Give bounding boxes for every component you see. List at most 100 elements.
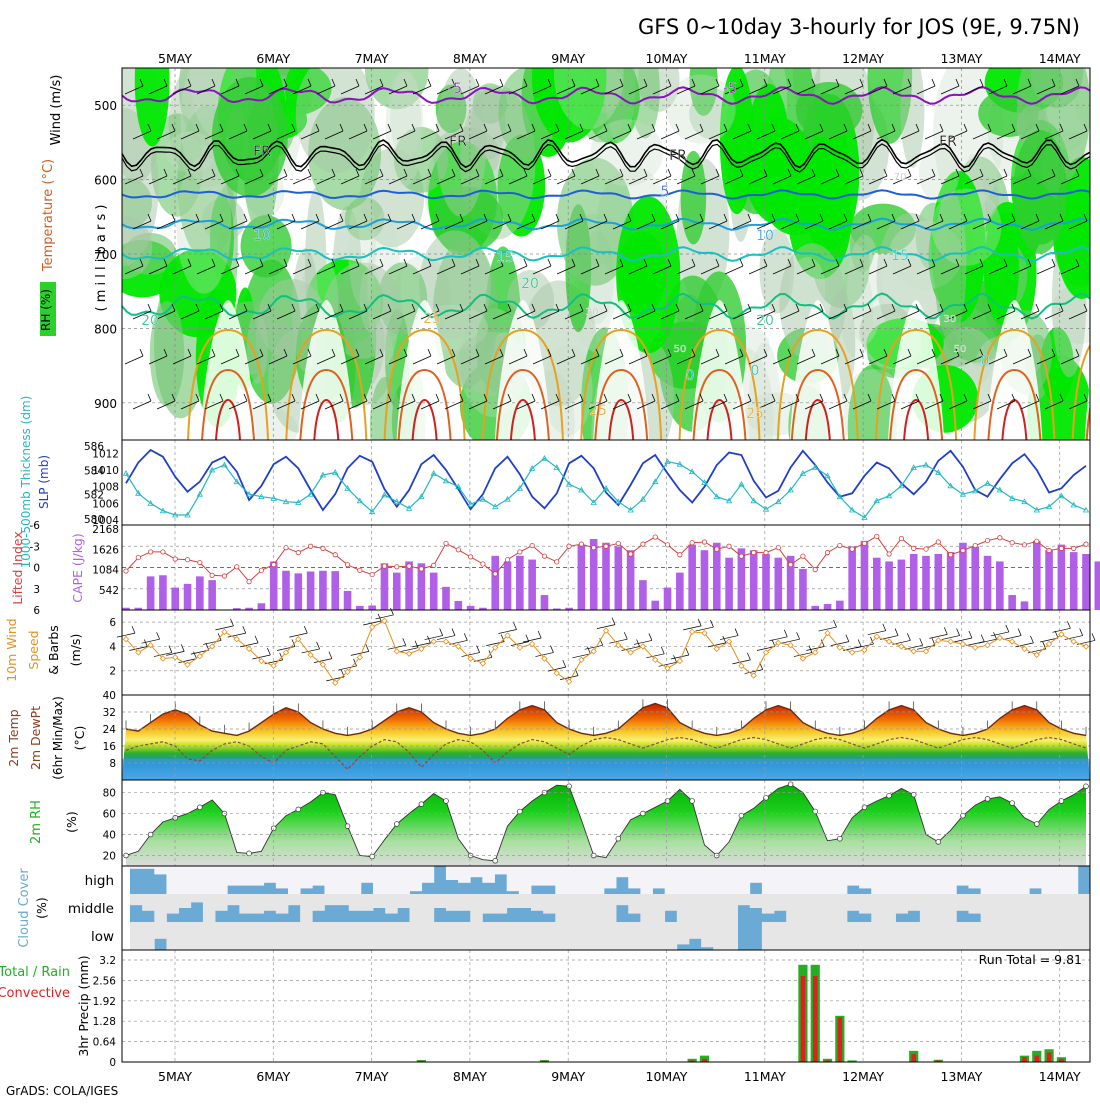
wind-ytick: 2 <box>109 666 116 678</box>
cloud-clear-cell <box>1029 922 1042 950</box>
li-point <box>504 557 511 563</box>
wind-barb <box>667 168 672 177</box>
wind-barb-10m <box>289 632 308 638</box>
rh-cell <box>900 68 925 168</box>
wind-barb <box>156 220 176 230</box>
isotherm-plus30 <box>889 368 944 440</box>
wind-barb <box>427 348 432 357</box>
li-point <box>197 559 203 566</box>
wind-barb <box>156 310 176 320</box>
wind-barb <box>555 123 560 132</box>
wind-barb <box>148 355 168 365</box>
cloud-clear-cell <box>567 894 581 922</box>
wind-barb <box>315 123 320 132</box>
cape-ytick: 542 <box>99 585 119 597</box>
wind-barb <box>627 393 632 402</box>
wind-barb-10m <box>215 625 234 631</box>
cape-ytick: 1626 <box>92 544 119 556</box>
cloud-clear-cell <box>324 922 337 950</box>
wind-barb <box>891 213 896 222</box>
date-label-bottom: 14MAY <box>1039 1069 1081 1084</box>
wind-barb <box>804 220 824 230</box>
wind-speed-point <box>172 654 179 661</box>
date-label-bottom: 12MAY <box>842 1069 884 1084</box>
cloud-clear-cell <box>421 922 435 950</box>
wind-barb-10m <box>252 654 271 660</box>
wind-barb <box>1060 265 1080 275</box>
wind-barb <box>715 348 720 357</box>
wind-barb <box>204 220 224 230</box>
wind-barb <box>988 355 1008 365</box>
wind-barb-10m <box>990 631 1009 637</box>
thickness-point <box>713 493 720 500</box>
wind-speed-point <box>344 668 351 676</box>
cloud-clear-cell <box>932 866 945 894</box>
wind-barb-10m <box>820 639 825 647</box>
wind-barb-10m <box>697 618 702 626</box>
cape-bar <box>836 600 844 610</box>
li-point <box>591 545 597 551</box>
wind-barb-10m <box>747 652 751 660</box>
contour-label: FR <box>669 148 687 164</box>
wind-barb <box>724 355 744 365</box>
cloud-clear-cell <box>846 866 860 886</box>
wind-speed-point <box>492 644 499 651</box>
wind-barb <box>219 393 224 402</box>
wind-barb-10m <box>732 659 751 665</box>
rh-ylabel-2: (%) <box>64 811 79 833</box>
cape-bar <box>171 587 180 610</box>
li-point <box>1058 545 1064 551</box>
li-point <box>320 545 326 551</box>
cloud-clear-cell <box>142 922 155 950</box>
wind-barb <box>211 168 216 177</box>
cloud-clear-cell <box>944 922 957 950</box>
date-label-bottom: 13MAY <box>940 1069 982 1084</box>
wind-barb-10m <box>660 646 665 654</box>
wind-barb <box>916 265 936 275</box>
cloud-clear-cell <box>640 866 653 894</box>
rh-cell <box>795 81 863 139</box>
rh-cell <box>590 119 663 187</box>
rh-point <box>1058 798 1065 804</box>
wind-barb <box>556 175 576 185</box>
wind-barb <box>1051 258 1056 267</box>
wind-barb <box>835 78 840 87</box>
cloud-clear-cell <box>992 894 1006 922</box>
wind-barb <box>700 85 720 95</box>
contour-label: 50 <box>954 344 967 355</box>
cloud-clear-cell <box>749 866 763 883</box>
thickness-point <box>196 490 204 497</box>
wind-barb <box>868 85 888 95</box>
thickness-point <box>405 505 413 511</box>
wind-barb <box>676 175 696 185</box>
wind-barb <box>307 348 312 357</box>
li-point <box>258 567 264 573</box>
contour-label: 15 <box>891 248 909 264</box>
wind-barb <box>588 400 608 410</box>
cloud-clear-cell <box>761 894 775 914</box>
wind-barb <box>244 355 264 365</box>
wind-barb <box>484 265 504 275</box>
wind-barb <box>412 85 432 95</box>
thickness-point <box>307 490 314 497</box>
cloud-clear-cell <box>445 894 459 911</box>
wind-barb <box>732 130 752 140</box>
wind-barb <box>187 348 192 357</box>
wind-barb <box>844 355 864 365</box>
cloud-clear-cell <box>348 866 362 894</box>
wind-speed-point <box>418 645 425 653</box>
wind-barb-10m <box>808 645 813 653</box>
thickness-point <box>824 472 831 479</box>
cloud-clear-cell <box>202 866 216 894</box>
wind-barb <box>276 400 296 410</box>
wind-barb <box>507 213 512 222</box>
wind-speed-point <box>1070 638 1077 645</box>
wind-barb <box>187 168 192 177</box>
contour-label: 25 <box>423 311 441 327</box>
wind-barb <box>516 220 536 230</box>
wind-barb <box>787 258 792 267</box>
cape-ylabel: CAPE (J/kg) <box>70 533 85 603</box>
thickness-point <box>984 480 991 486</box>
wind-speed-point <box>750 672 757 679</box>
wind-barb <box>348 220 368 230</box>
